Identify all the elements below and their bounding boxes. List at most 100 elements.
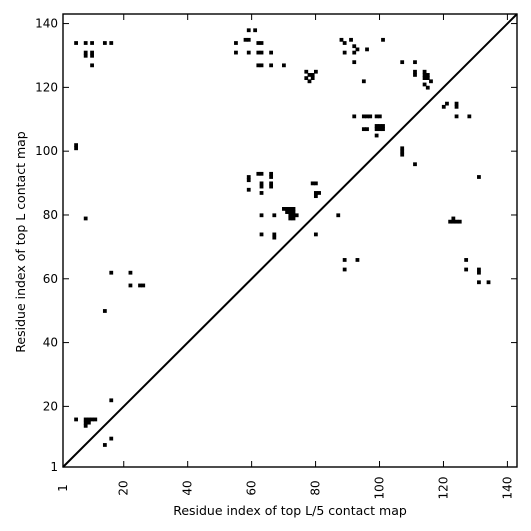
x-tick-label: 20 (117, 480, 131, 495)
contact-point-upper (381, 124, 385, 128)
contact-point-lower (109, 436, 114, 441)
contact-point-upper (377, 127, 382, 132)
contact-point-lower (109, 398, 114, 403)
contact-point-lower (317, 191, 321, 195)
contact-point-lower (291, 216, 296, 221)
contact-point-upper (342, 50, 347, 55)
contact-point-upper (352, 44, 357, 49)
contact-point-lower (336, 213, 341, 218)
contact-point-upper (441, 104, 446, 109)
contact-point-lower (291, 213, 296, 218)
contact-point-upper (259, 50, 264, 55)
contact-point-upper (422, 76, 427, 80)
contact-point-lower (477, 267, 481, 272)
contact-point-lower (310, 181, 315, 186)
contact-point-upper (425, 73, 430, 77)
contact-point-upper (83, 41, 88, 45)
contact-point-upper (90, 53, 94, 58)
contact-point-upper (282, 63, 286, 68)
contact-point-lower (291, 210, 296, 214)
contact-point-lower (269, 181, 274, 186)
contact-point-upper (90, 41, 94, 45)
contact-point-lower (269, 184, 274, 189)
contact-point-upper (339, 37, 344, 42)
contact-point-lower (128, 270, 133, 275)
contact-point-upper (425, 85, 430, 90)
contact-point-lower (288, 216, 293, 221)
x-tick-label: 1 (56, 484, 70, 492)
contact-point-lower (259, 191, 264, 195)
contact-point-upper (269, 63, 274, 68)
contact-point-upper (400, 146, 405, 151)
contact-point-lower (272, 213, 277, 218)
contact-point-lower (342, 258, 347, 262)
contact-point-lower (83, 423, 88, 428)
x-tick-label: 40 (181, 480, 195, 495)
contact-point-upper (243, 37, 248, 42)
contact-point-lower (74, 417, 78, 422)
contact-point-upper (349, 37, 353, 42)
contact-point-lower (83, 216, 88, 221)
contact-point-upper (422, 73, 427, 77)
contact-point-lower (269, 175, 274, 179)
contact-point-upper (454, 101, 459, 106)
contact-point-lower (86, 417, 91, 422)
contact-point-lower (83, 420, 88, 425)
contact-point-upper (74, 146, 78, 151)
x-tick-label: 120 (436, 477, 450, 500)
contact-point-upper (422, 82, 427, 87)
contact-point-lower (291, 207, 296, 211)
y-tick-label: 140 (35, 17, 58, 31)
contact-point-upper (234, 50, 238, 55)
contact-point-upper (413, 162, 417, 167)
contact-point-upper (361, 127, 366, 132)
y-tick-label: 60 (43, 272, 58, 286)
y-tick-label: 120 (35, 80, 58, 94)
contact-point-lower (451, 216, 456, 221)
contact-point-lower (355, 258, 360, 262)
contact-point-upper (365, 127, 369, 132)
x-tick-label: 80 (309, 480, 323, 495)
contact-point-upper (425, 76, 430, 80)
contact-point-upper (307, 79, 312, 84)
y-tick-label: 40 (43, 336, 58, 350)
contact-point-lower (313, 232, 318, 237)
contact-point-lower (313, 181, 318, 186)
contact-point-upper (90, 63, 94, 68)
x-tick-label: 140 (500, 477, 514, 500)
contact-point-upper (374, 133, 379, 138)
contact-point-lower (90, 417, 94, 422)
y-tick-label: 80 (43, 208, 58, 222)
contact-point-upper (361, 114, 366, 119)
contact-point-upper (454, 114, 459, 119)
contact-point-lower (454, 219, 459, 224)
y-axis-label: Residue index of top L contact map (13, 131, 28, 352)
contact-points (74, 28, 491, 447)
contact-point-upper (304, 76, 309, 80)
contact-point-lower (259, 232, 264, 237)
y-tick-label: 1 (50, 460, 58, 474)
contact-point-lower (141, 283, 146, 288)
contact-point-upper (400, 149, 405, 154)
contact-point-lower (259, 213, 264, 218)
contact-point-lower (282, 207, 286, 211)
contact-point-upper (74, 41, 78, 45)
contact-point-upper (310, 76, 315, 80)
contact-point-upper (342, 41, 347, 45)
contact-point-lower (269, 171, 274, 176)
contact-point-lower (259, 171, 264, 176)
contact-point-upper (422, 69, 427, 74)
contact-point-lower (285, 210, 290, 214)
contact-point-lower (102, 309, 107, 313)
contact-point-upper (413, 60, 417, 65)
contact-point-upper (381, 37, 385, 42)
contact-point-upper (234, 41, 238, 45)
contact-point-upper (445, 101, 449, 106)
diagonal-line (62, 13, 518, 468)
x-axis-ticks: 1 20 40 60 80 100 120 140 (56, 14, 514, 499)
contact-point-upper (256, 63, 261, 68)
contact-point-lower (313, 191, 318, 195)
plot-frame (62, 13, 518, 468)
contact-point-upper (74, 143, 78, 147)
